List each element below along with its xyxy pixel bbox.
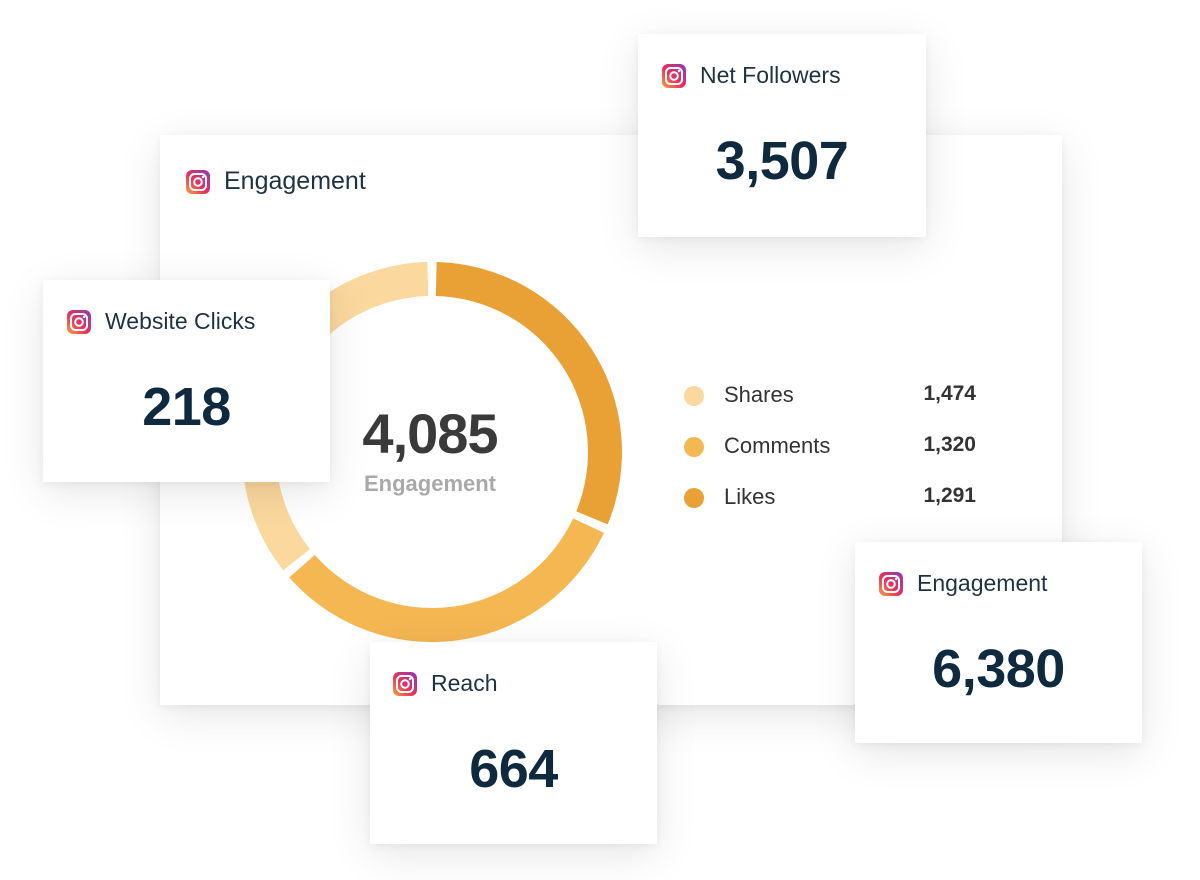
instagram-icon (393, 671, 417, 696)
donut-total-label: Engagement (363, 471, 497, 496)
engagement-card-title: Engagement (224, 167, 366, 195)
legend-value-comments: 1,320 (923, 433, 976, 456)
instagram-icon (186, 169, 210, 194)
legend-dot-shares (684, 386, 704, 406)
website-clicks-value: 218 (142, 377, 231, 437)
chart-legend: Shares 1,474 Comments 1,320 Likes 1,291 (684, 380, 984, 533)
legend-label-comments: Comments (724, 433, 831, 458)
engagement-label: Engagement (917, 570, 1048, 596)
engagement-card-header: Engagement (186, 167, 366, 196)
reach-header: Reach (393, 670, 497, 697)
website-clicks-card: Website Clicks 218 (43, 280, 330, 482)
website-clicks-label: Website Clicks (105, 308, 256, 334)
engagement-header: Engagement (879, 570, 1047, 597)
instagram-icon (662, 63, 686, 88)
legend-dot-likes (684, 488, 704, 508)
website-clicks-header: Website Clicks (67, 308, 255, 335)
donut-slice-comments (289, 518, 604, 642)
donut-total-value: 4,085 (362, 402, 498, 465)
legend-label-shares: Shares (724, 382, 794, 407)
donut-slice-likes (435, 262, 622, 525)
instagram-icon (879, 571, 903, 596)
legend-value-likes: 1,291 (923, 484, 976, 507)
legend-item-likes: Likes 1,291 (684, 482, 984, 533)
net-followers-card: Net Followers 3,507 (638, 34, 926, 237)
reach-card: Reach 664 (370, 642, 657, 844)
engagement-value: 6,380 (932, 639, 1065, 699)
reach-value: 664 (469, 739, 558, 799)
net-followers-header: Net Followers (662, 62, 841, 89)
legend-item-shares: Shares 1,474 (684, 380, 984, 431)
instagram-icon (67, 309, 91, 334)
reach-label: Reach (431, 670, 498, 696)
legend-label-likes: Likes (724, 484, 776, 509)
legend-item-comments: Comments 1,320 (684, 431, 984, 482)
engagement-card: Engagement 6,380 (855, 542, 1142, 743)
legend-dot-comments (684, 437, 704, 457)
net-followers-value: 3,507 (715, 131, 849, 191)
legend-value-shares: 1,474 (923, 382, 976, 405)
net-followers-label: Net Followers (700, 62, 841, 88)
